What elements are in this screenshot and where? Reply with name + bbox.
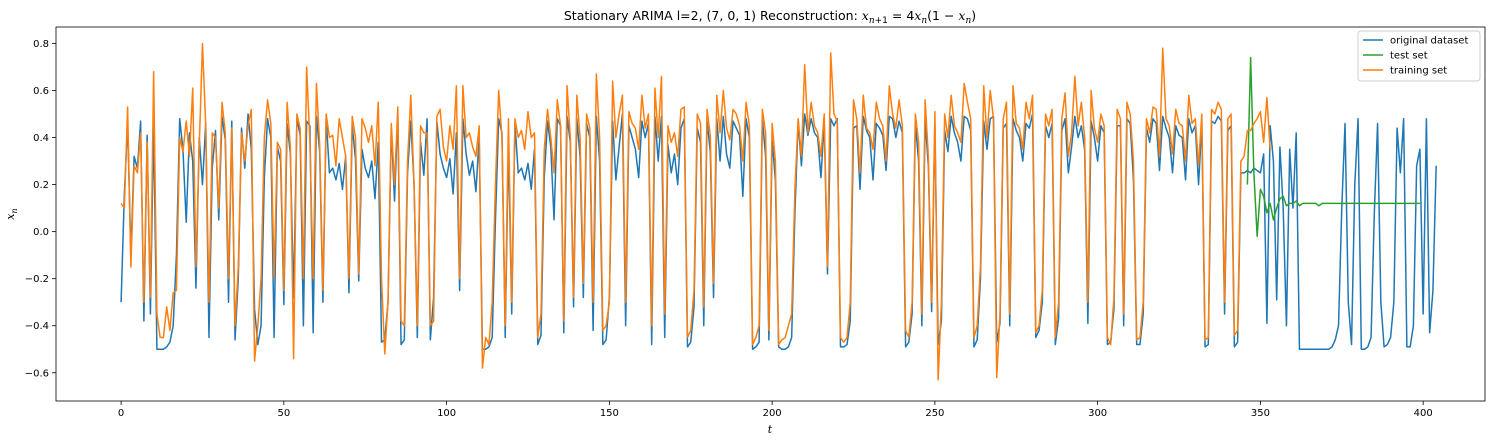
series-line-test-set bbox=[1246, 56, 1420, 238]
y-tick-label: 0.8 bbox=[33, 39, 49, 50]
y-tick-label: 0.6 bbox=[33, 86, 49, 97]
y-tick-label: −0.4 bbox=[25, 321, 49, 332]
y-tick-label: −0.6 bbox=[25, 368, 49, 379]
chart-title: Stationary ARIMA l=2, (7, 0, 1) Reconstr… bbox=[564, 8, 976, 26]
x-tick-label: 350 bbox=[1251, 408, 1270, 419]
legend: original dataset test set training set bbox=[1357, 30, 1481, 82]
y-tick-label: 0.2 bbox=[33, 180, 49, 191]
x-axis: 0 50 100 150 200 250 300 350 400 bbox=[118, 401, 1433, 419]
x-tick-label: 200 bbox=[763, 408, 782, 419]
x-tick-label: 300 bbox=[1088, 408, 1107, 419]
x-tick-label: 0 bbox=[118, 408, 124, 419]
chart-title-prefix: Stationary ARIMA l=2, (7, 0, 1) Reconstr… bbox=[564, 8, 862, 23]
series-line-training-set bbox=[120, 42, 1271, 381]
series-line-original-dataset bbox=[120, 113, 1437, 350]
legend-label: test set bbox=[1390, 51, 1428, 62]
y-tick-label: 0.4 bbox=[33, 133, 49, 144]
x-tick-label: 100 bbox=[437, 408, 456, 419]
x-axis-label: t bbox=[768, 423, 773, 436]
x-tick-label: 50 bbox=[277, 408, 290, 419]
x-tick-label: 400 bbox=[1414, 408, 1433, 419]
y-axis-label: xn bbox=[4, 208, 19, 219]
y-tick-label: 0.0 bbox=[33, 227, 49, 238]
legend-label: original dataset bbox=[1390, 36, 1468, 47]
legend-box bbox=[1357, 30, 1481, 82]
plot-frame bbox=[55, 26, 1486, 402]
y-axis: −0.6 −0.4 −0.2 0.0 0.2 0.4 0.6 0.8 bbox=[25, 39, 56, 379]
x-tick-label: 250 bbox=[925, 408, 944, 419]
y-tick-label: −0.2 bbox=[25, 274, 49, 285]
legend-label: training set bbox=[1390, 66, 1447, 77]
series-layer bbox=[120, 42, 1437, 381]
x-tick-label: 150 bbox=[600, 408, 619, 419]
